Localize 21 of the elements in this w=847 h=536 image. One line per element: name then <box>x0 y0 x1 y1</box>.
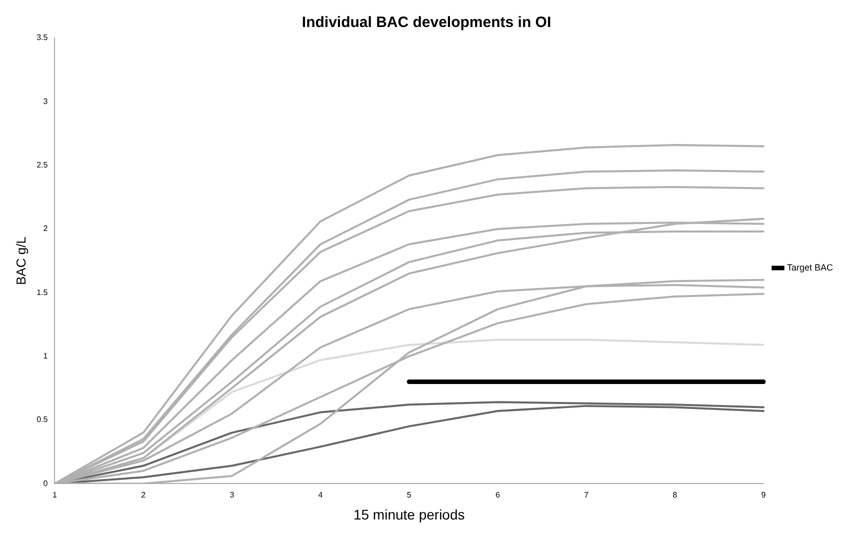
x-tick-label: 2 <box>141 490 146 500</box>
x-tick-label: 4 <box>318 490 324 500</box>
x-tick-label: 7 <box>584 490 590 500</box>
x-tick-label: 6 <box>495 490 500 500</box>
x-tick-label: 8 <box>672 490 678 500</box>
y-tick-label: 2.5 <box>36 160 48 170</box>
y-axis-title: BAC g/L <box>13 236 28 286</box>
y-tick-label: 3 <box>43 96 48 106</box>
chart-title: Individual BAC developments in OI <box>302 14 552 32</box>
x-tick-label: 9 <box>761 490 766 500</box>
y-tick-label: 0 <box>43 478 48 488</box>
x-axis-title: 15 minute periods <box>353 506 465 522</box>
x-tick-label: 5 <box>406 490 412 500</box>
x-tick-label: 3 <box>230 490 235 500</box>
y-tick-label: 1 <box>43 351 48 360</box>
legend-label: Target BAC <box>786 262 834 272</box>
x-tick-label: 1 <box>52 490 58 500</box>
y-tick-label: 2 <box>43 224 48 234</box>
y-tick-label: 1.5 <box>36 288 48 297</box>
y-tick-label: 3.5 <box>36 33 48 42</box>
y-tick-label: 0.5 <box>36 415 48 424</box>
